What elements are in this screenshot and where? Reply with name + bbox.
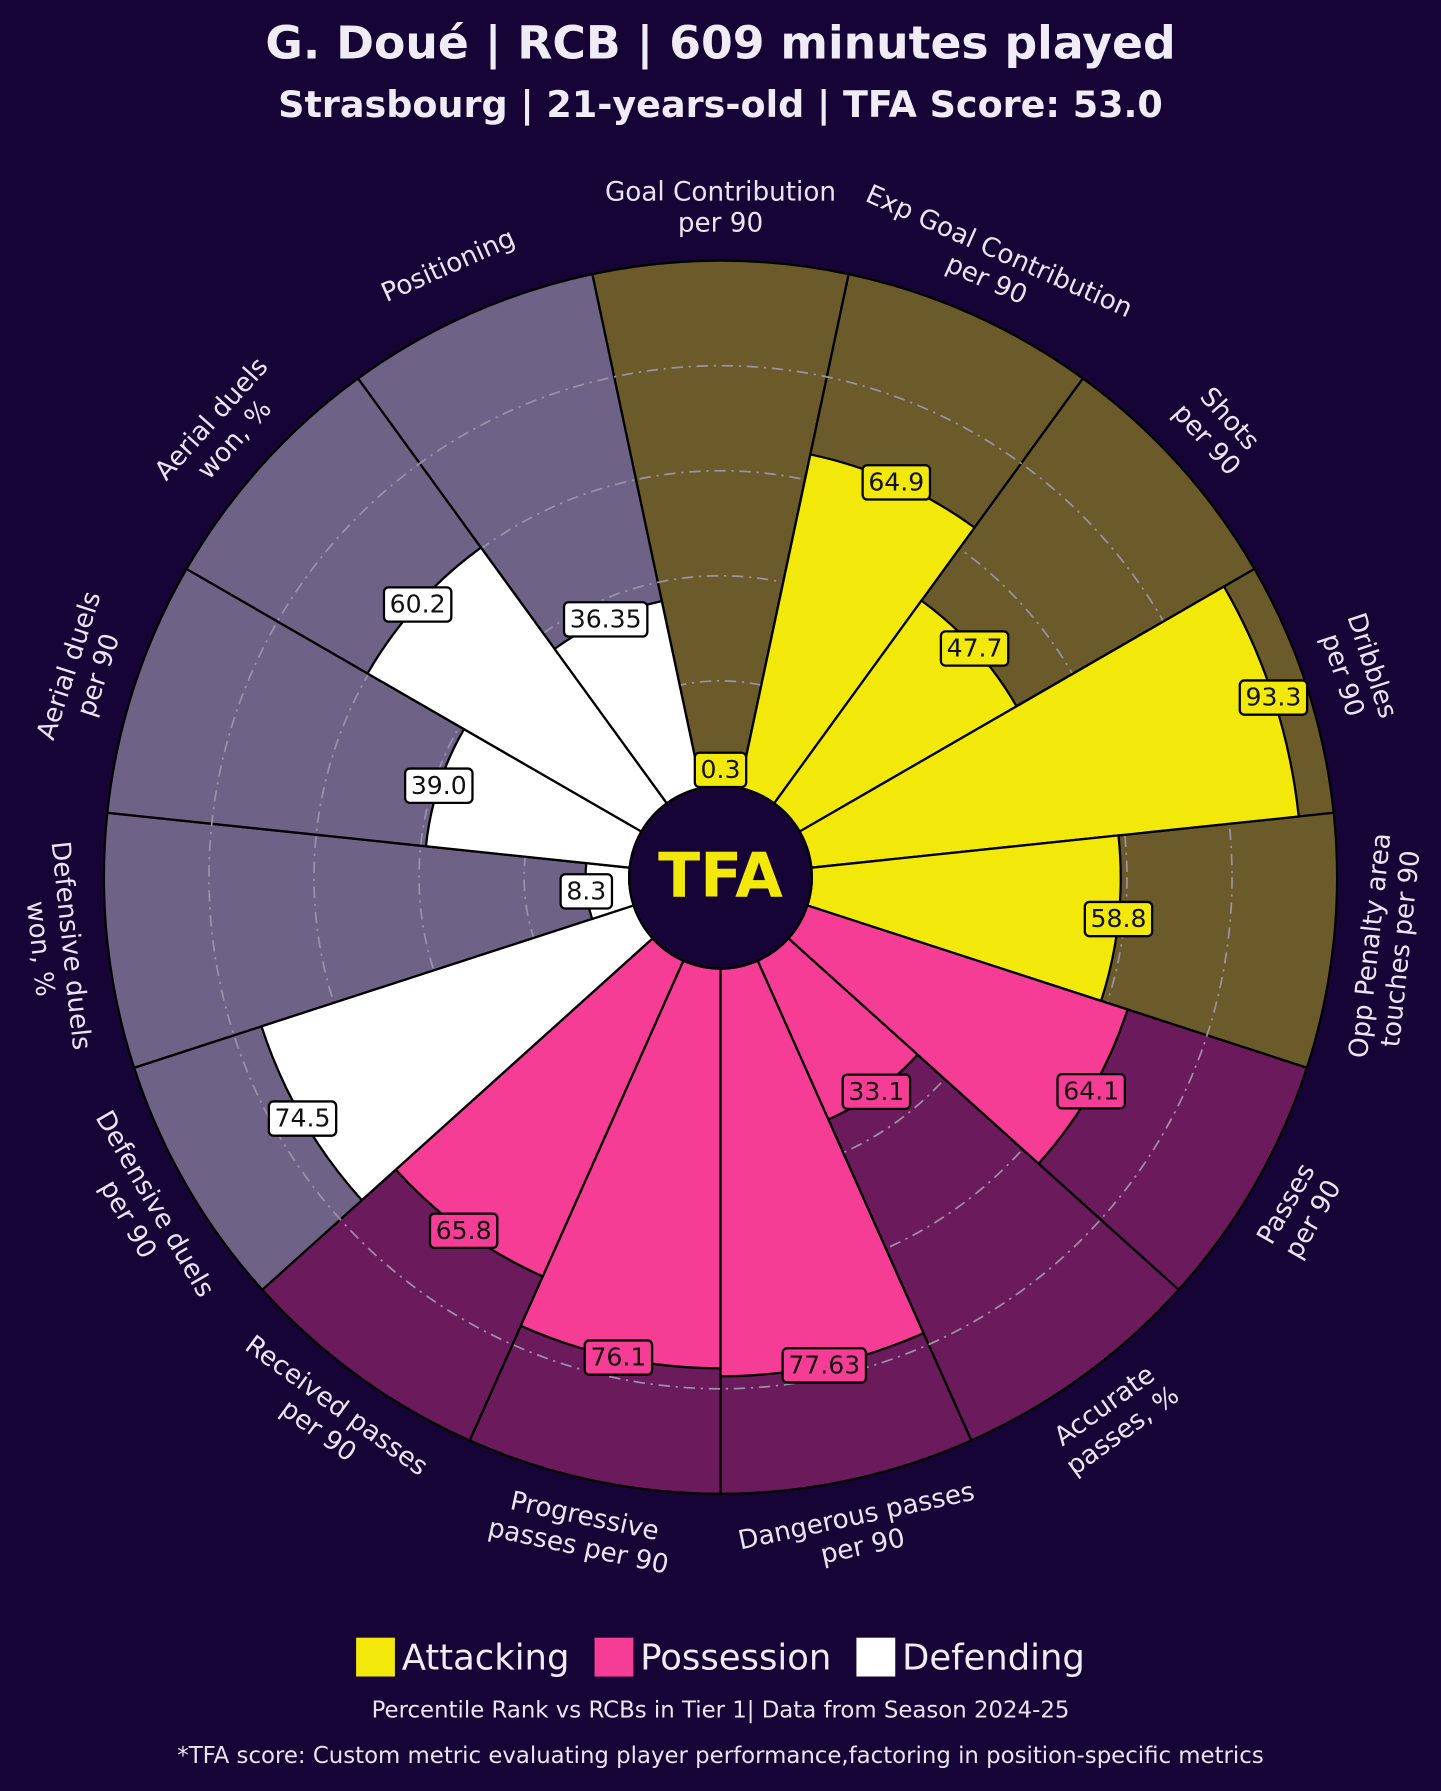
legend-swatch <box>356 1637 395 1677</box>
value-label-group: 65.8 <box>428 1212 499 1250</box>
value-label-box <box>781 1347 868 1384</box>
value-label: 60.2 <box>390 590 446 619</box>
value-label: 64.9 <box>868 468 924 497</box>
value-label-group: 36.35 <box>562 601 649 638</box>
value-label-box <box>693 751 748 789</box>
value-label: 74.5 <box>275 1104 331 1133</box>
value-label-group: 47.7 <box>939 630 1010 667</box>
value-label: 36.35 <box>570 605 642 634</box>
value-label: 58.8 <box>1091 904 1147 933</box>
value-label: 8.3 <box>566 876 606 905</box>
value-label-group: 64.1 <box>1056 1072 1126 1110</box>
value-label-box <box>841 1073 912 1111</box>
category-label-line: per 90 <box>678 208 763 238</box>
value-label: 0.3 <box>701 755 741 784</box>
legend-swatch <box>856 1637 896 1677</box>
category-label: Goal Contribution per 90 <box>605 177 836 238</box>
value-label-box <box>1083 900 1154 938</box>
value-label-box <box>403 767 474 804</box>
value-label-group: 77.63 <box>781 1347 868 1384</box>
value-label-group: 76.1 <box>583 1339 654 1376</box>
value-label: 39.0 <box>411 771 467 800</box>
value-label-box <box>583 1339 654 1376</box>
footnote: Percentile Rank vs RCBs in Tier 1| Data … <box>372 1697 1070 1723</box>
grid-ring <box>208 364 1233 1390</box>
category-label-line: Goal Contribution <box>605 177 836 207</box>
value-label-group: 8.3 <box>559 873 614 910</box>
value-label-group: 93.3 <box>1238 679 1309 716</box>
value-label-group: 64.9 <box>861 464 932 501</box>
value-label-group: 39.0 <box>403 767 474 804</box>
value-label-group: 74.5 <box>267 1100 338 1137</box>
value-label-group: 33.1 <box>841 1073 912 1111</box>
chart-subtitle: Strasbourg | 21-years-old | TFA Score: 5… <box>278 83 1163 127</box>
value-label-box <box>1056 1072 1126 1110</box>
value-label-group: 0.3 <box>693 751 748 789</box>
value-label-box <box>428 1212 499 1250</box>
legend: Attacking Possession Defending <box>356 1637 1085 1678</box>
value-label: 76.1 <box>590 1343 646 1372</box>
value-label-box <box>267 1100 338 1137</box>
logo: TFA <box>658 840 783 912</box>
legend-label: Defending <box>902 1637 1085 1678</box>
legend-label: Possession <box>640 1637 831 1678</box>
chart-title: G. Doué | RCB | 609 minutes played <box>265 16 1175 70</box>
note: *TFA score: Custom metric evaluating pla… <box>177 1743 1263 1769</box>
value-label: 93.3 <box>1245 683 1301 712</box>
value-label-group: 60.2 <box>382 586 453 623</box>
value-label: 33.1 <box>848 1077 904 1106</box>
value-label-box <box>861 464 932 501</box>
value-label: 77.63 <box>788 1351 860 1380</box>
value-label-group: 58.8 <box>1083 900 1154 938</box>
value-label-box <box>559 873 614 910</box>
value-label-box <box>382 586 453 623</box>
value-label: 65.8 <box>436 1216 492 1245</box>
legend-label: Attacking <box>402 1637 570 1678</box>
value-label-box <box>1238 679 1309 716</box>
legend-swatch <box>594 1637 634 1677</box>
value-label: 64.1 <box>1063 1076 1119 1105</box>
value-label-box <box>939 630 1010 667</box>
value-label: 47.7 <box>947 634 1003 663</box>
value-label-box <box>562 601 649 638</box>
